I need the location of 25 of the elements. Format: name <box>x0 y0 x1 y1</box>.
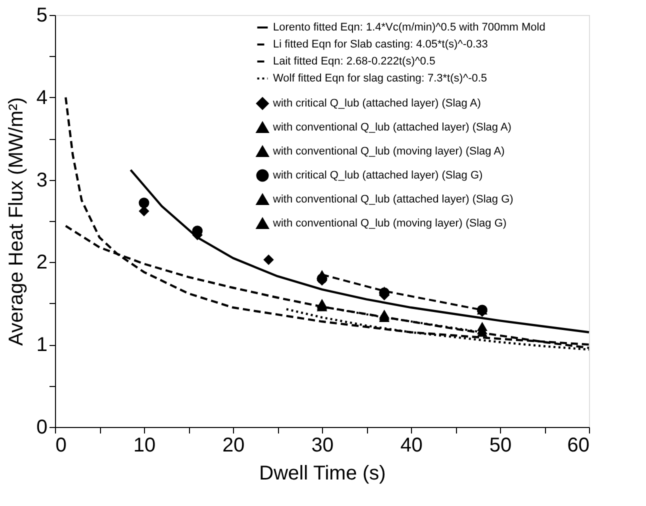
legend-label: Lorento fitted Eqn: 1.4*Vc(m/min)^0.5 with 700mm Mold <box>273 22 546 34</box>
legend-label: Li fitted Eqn for Slab casting: 4.05*t(s)^-0.33 <box>273 38 488 50</box>
y-axis-title: Average Heat Flux (MW/m²) <box>5 97 28 346</box>
legend-label: with conventional Q_lub (moving layer) (Slag A) <box>272 146 505 158</box>
legend-label: Lait fitted Eqn: 2.68-0.222t(s)^0.5 <box>273 56 436 68</box>
legend-label: with conventional Q_lub (attached layer) (Slag A) <box>272 122 512 134</box>
legend-label: with critical Q_lub (attached layer) (Slag G) <box>272 170 483 182</box>
x-tick-label: 50 <box>489 434 512 456</box>
y-tick-label: 0 <box>36 416 48 438</box>
legend-label: with conventional Q_lub (moving layer) (Slag G) <box>272 218 507 230</box>
x-tick-label: 30 <box>311 434 334 456</box>
x-tick-label: 20 <box>222 434 245 456</box>
legend-label: with conventional Q_lub (attached layer) (Slag G) <box>272 194 514 206</box>
y-tick-label: 1 <box>36 334 48 356</box>
legend-label: Wolf fitted Eqn for slag casting: 7.3*t(s)^-0.5 <box>273 72 488 84</box>
x-tick-label: 60 <box>567 434 590 456</box>
x-axis-title: Dwell Time (s) <box>259 462 386 484</box>
x-tick-label: 10 <box>133 434 156 456</box>
y-tick-label: 4 <box>36 86 48 109</box>
y-tick-label: 3 <box>36 169 48 192</box>
x-tick-label: 40 <box>400 434 423 456</box>
y-tick-label: 2 <box>36 252 48 274</box>
y-tick-label: 5 <box>36 4 48 26</box>
legend-label: with critical Q_lub (attached layer) (Slag A) <box>272 98 481 110</box>
x-tick-label: 0 <box>56 434 67 456</box>
